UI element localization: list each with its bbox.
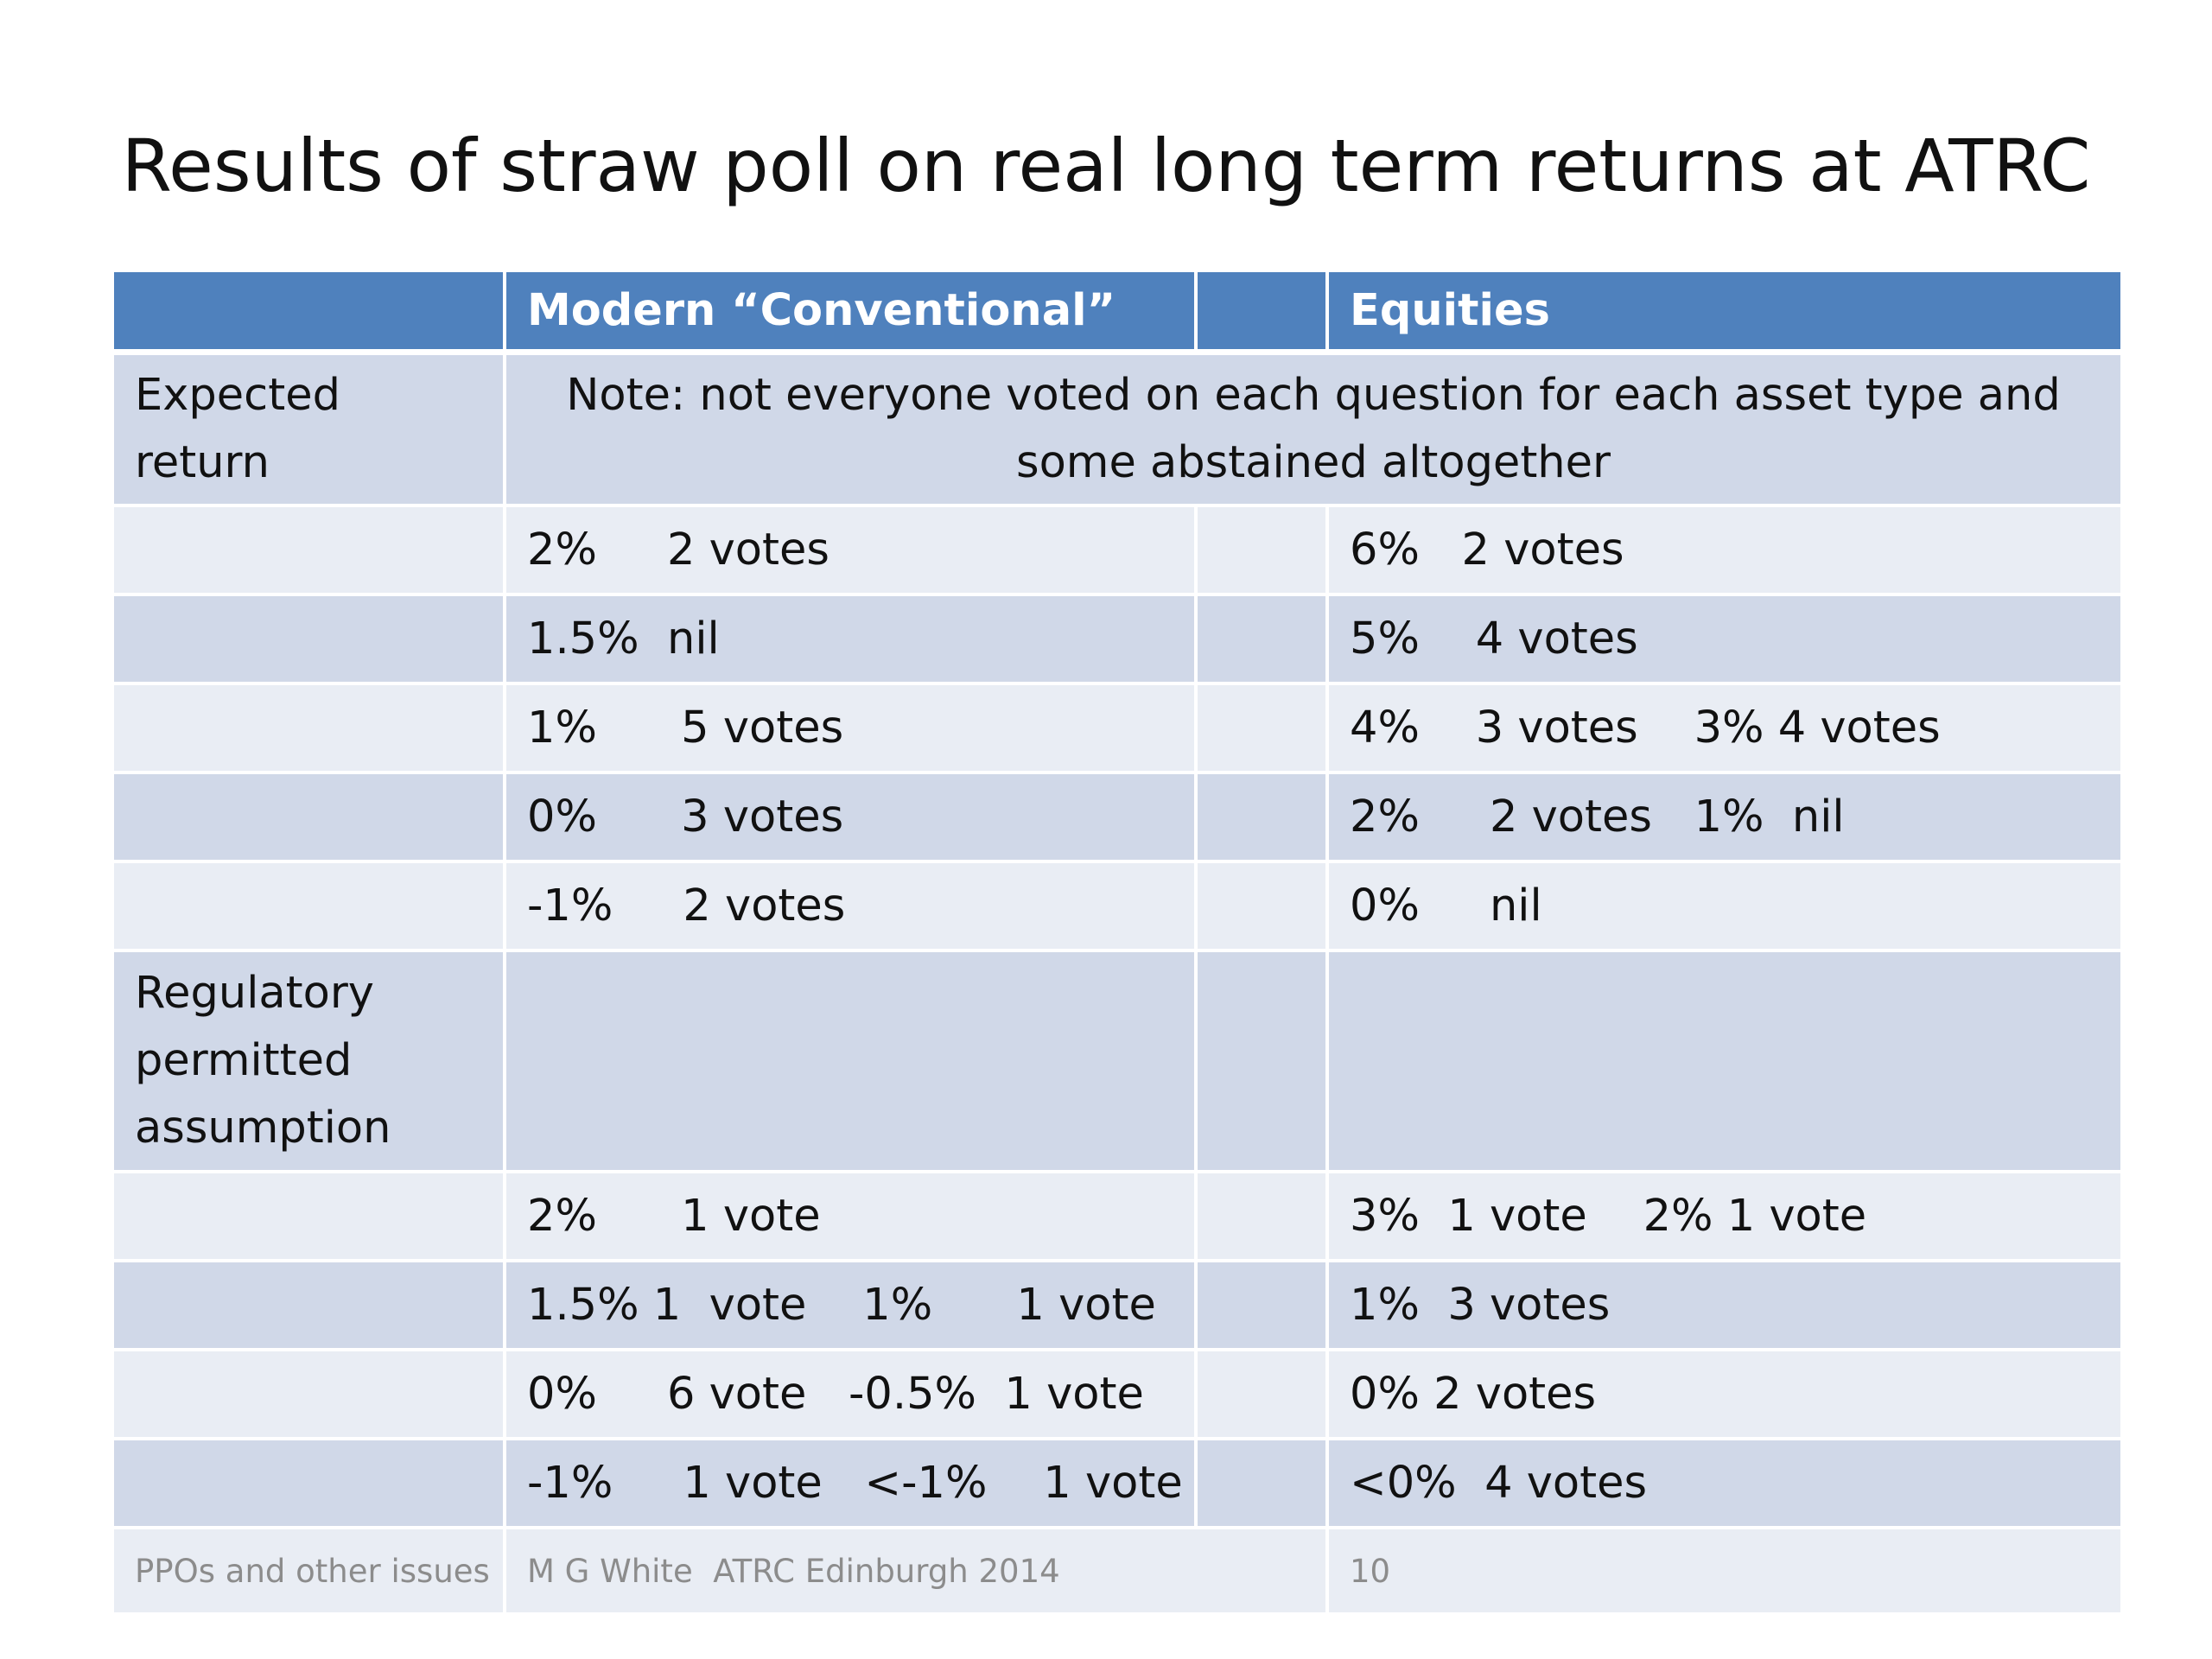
footer-left-text: PPOs and other issues [114,1529,506,1616]
slide-footer: PPOs and other issues M G White ATRC Edi… [114,1529,2120,1616]
row-label-empty [114,1173,506,1262]
equities-cell: 0% nil [1329,863,2120,952]
equities-cell: 2% 2 votes 1% nil [1329,774,2120,863]
spacer-cell [1198,685,1329,774]
row-label-empty [114,685,506,774]
table-row: 0% 6 vote -0.5% 1 vote 0% 2 votes [114,1351,2120,1440]
footer-center-text: M G White ATRC Edinburgh 2014 [506,1529,1329,1616]
spacer-cell [1198,952,1329,1173]
table-row: -1% 2 votes 0% nil [114,863,2120,952]
row-label-empty [114,1351,506,1440]
row-label-regulatory: Regulatory permitted assumption [114,952,506,1173]
equities-cell: 6% 2 votes [1329,507,2120,596]
spacer-cell [1198,863,1329,952]
row-label-empty [114,774,506,863]
equities-cell: 3% 1 vote 2% 1 vote [1329,1173,2120,1262]
row-label-expected-return: Expected return [114,355,506,507]
table-row: 2% 1 vote 3% 1 vote 2% 1 vote [114,1173,2120,1262]
slide-title: Results of straw poll on real long term … [121,124,2091,208]
page-number: 10 [1329,1529,2120,1616]
row-label-empty [114,596,506,685]
regulatory-row: Regulatory permitted assumption [114,952,2120,1173]
conventional-cell [506,952,1198,1173]
expected-return-row: Expected return Note: not everyone voted… [114,355,2120,507]
conventional-cell: 1% 5 votes [506,685,1198,774]
spacer-cell [1198,1173,1329,1262]
header-blank-cell [114,272,506,355]
conventional-cell: 0% 6 vote -0.5% 1 vote [506,1351,1198,1440]
spacer-cell [1198,507,1329,596]
equities-cell: 4% 3 votes 3% 4 votes [1329,685,2120,774]
table-row: 2% 2 votes 6% 2 votes [114,507,2120,596]
equities-cell: 1% 3 votes [1329,1262,2120,1351]
row-label-empty [114,863,506,952]
conventional-cell: 1.5% nil [506,596,1198,685]
header-equities: Equities [1329,272,2120,355]
row-label-empty [114,1262,506,1351]
conventional-cell: 2% 1 vote [506,1173,1198,1262]
conventional-cell: -1% 2 votes [506,863,1198,952]
equities-cell: <0% 4 votes [1329,1440,2120,1529]
conventional-cell: -1% 1 vote <-1% 1 vote [506,1440,1198,1529]
table-row: -1% 1 vote <-1% 1 vote <0% 4 votes [114,1440,2120,1529]
equities-cell [1329,952,2120,1173]
conventional-cell: 1.5% 1 vote 1% 1 vote [506,1262,1198,1351]
spacer-cell [1198,1351,1329,1440]
note-text: Note: not everyone voted on each questio… [506,355,2120,507]
header-conventional: Modern “Conventional” [506,272,1198,355]
row-label-empty [114,1440,506,1529]
header-spacer-cell [1198,272,1329,355]
table-row: 0% 3 votes 2% 2 votes 1% nil [114,774,2120,863]
spacer-cell [1198,596,1329,685]
table-header-row: Modern “Conventional” Equities [114,272,2120,355]
poll-results-table: Modern “Conventional” Equities Expected … [114,272,2120,1616]
equities-cell: 5% 4 votes [1329,596,2120,685]
row-label-empty [114,507,506,596]
spacer-cell [1198,774,1329,863]
equities-cell: 0% 2 votes [1329,1351,2120,1440]
conventional-cell: 2% 2 votes [506,507,1198,596]
table-row: 1% 5 votes 4% 3 votes 3% 4 votes [114,685,2120,774]
table-row: 1.5% nil 5% 4 votes [114,596,2120,685]
spacer-cell [1198,1440,1329,1529]
conventional-cell: 0% 3 votes [506,774,1198,863]
spacer-cell [1198,1262,1329,1351]
table-row: 1.5% 1 vote 1% 1 vote 1% 3 votes [114,1262,2120,1351]
